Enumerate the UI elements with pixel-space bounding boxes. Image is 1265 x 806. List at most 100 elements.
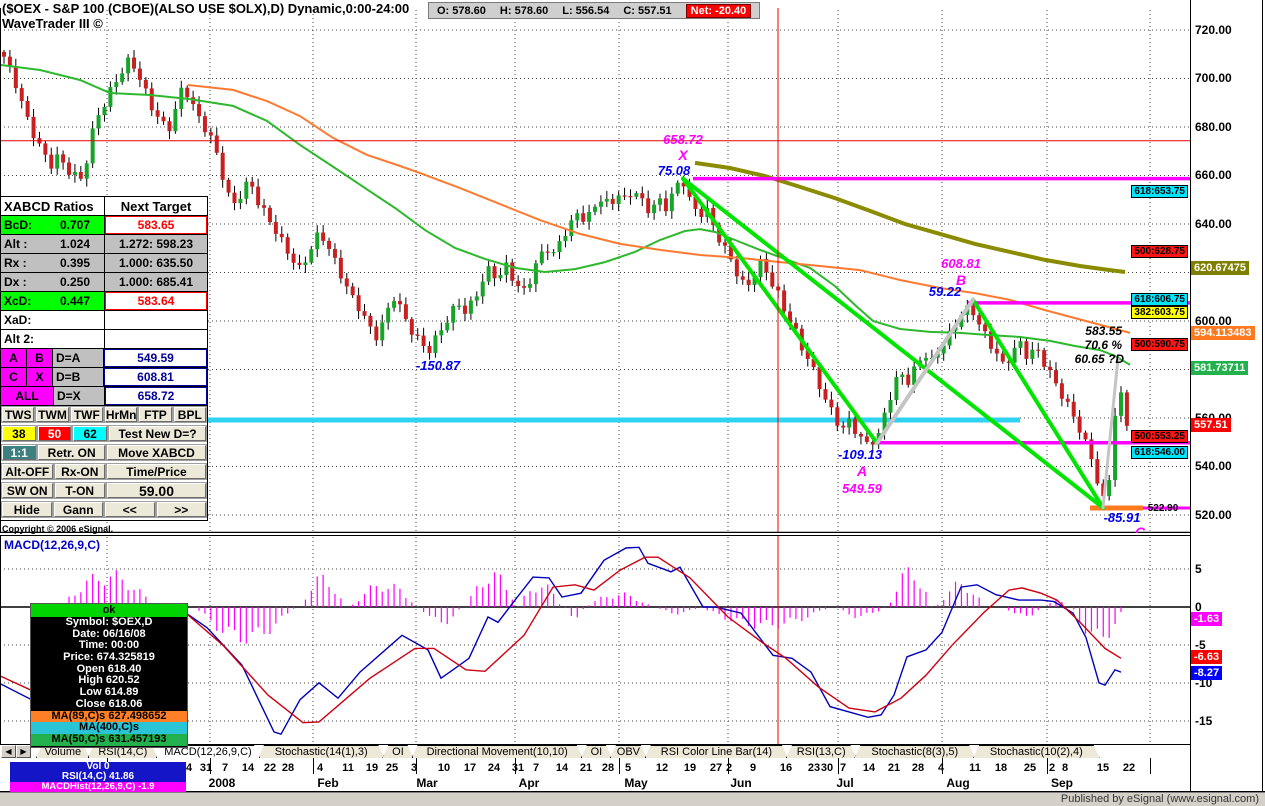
day-label: 17 — [463, 762, 477, 774]
ratio-value: 0.250 — [59, 275, 90, 289]
tooltip-row: Open 618.40 — [76, 662, 142, 675]
price-value-chip: 594.113483 — [1191, 326, 1255, 340]
xabcd-button-retr-on[interactable]: Retr. ON — [38, 445, 105, 460]
day-label: 5 — [624, 762, 632, 774]
day-label: 7 — [532, 762, 540, 774]
macd-value-chip: -6.63 — [1191, 650, 1223, 664]
tooltip-row: High 620.52 — [78, 674, 140, 687]
tab-stochastic-10-2-4-[interactable]: Stochastic(10(2),4) — [973, 745, 1099, 758]
ratio-value: 0.447 — [59, 294, 90, 308]
tab-oi[interactable]: OI — [581, 745, 612, 758]
xabcd-button-hrmn[interactable]: HrMn — [104, 407, 138, 422]
ratio-label-cell: Alt 2: — [1, 330, 105, 348]
xabcd-button--[interactable]: << — [105, 502, 155, 517]
tab-rsi-13-c-[interactable]: RSI(13,C) — [786, 745, 856, 758]
macd-tick-label: -15 — [1195, 714, 1213, 728]
month-boundary-tick — [210, 758, 211, 774]
macd-panel-chart — [0, 535, 1190, 745]
tab-directional-movement-10-10-[interactable]: Directional Movement(10,10) — [412, 745, 583, 758]
chart-annotation: A — [856, 463, 867, 479]
ratio-label-cell: XaD: — [1, 311, 105, 329]
xabcd-button-tws[interactable]: TWS — [2, 407, 35, 422]
tab-scroll-left[interactable]: ◀ — [1, 745, 16, 758]
xabcd-button-hide[interactable]: Hide — [2, 502, 52, 517]
xabcd-button--[interactable]: >> — [156, 502, 206, 517]
price-tick-label: 540.00 — [1195, 459, 1232, 473]
macd-histogram — [62, 567, 1122, 644]
month-boundary-tick — [728, 758, 729, 774]
day-label: 30 — [820, 762, 834, 774]
point-cell[interactable]: X — [27, 368, 53, 386]
price-tick-label: 520.00 — [1195, 508, 1232, 522]
tab-stochastic-8-3-5-[interactable]: Stochastic(8(3),5) — [854, 745, 975, 758]
xabcd-button-38[interactable]: 38 — [2, 426, 36, 441]
day-label: 16 — [779, 762, 793, 774]
xabcd-button-twf[interactable]: TWF — [70, 407, 103, 422]
fib-level-chip: 618:606.75 — [1131, 293, 1188, 306]
day-label: 14 — [555, 762, 569, 774]
price-value-chip: 620.67475 — [1191, 261, 1249, 275]
xabcd-button-t-on[interactable]: T-ON — [54, 483, 105, 498]
net-change-badge: Net: -20.40 — [685, 3, 752, 18]
xabcd-trend-line — [681, 176, 879, 446]
target-value-cell: 1.272: 598.23 — [105, 235, 207, 253]
month-boundary-tick — [313, 758, 314, 774]
ratio-label: Rx : — [4, 256, 27, 270]
fib-level-chip: 500:628.75 — [1131, 245, 1188, 258]
xabcd-header-right: Next Target — [105, 197, 207, 215]
xabcd-button-62[interactable]: 62 — [73, 426, 108, 441]
xabcd-button-twm[interactable]: TWM — [36, 407, 69, 422]
ratio-label: BcD: — [4, 218, 33, 232]
tab-rsi-color-line-bar-14-[interactable]: RSI Color Line Bar(14) — [645, 745, 788, 758]
macd-tick-label: 5 — [1195, 562, 1202, 576]
tab-macd-12-26-9-c-[interactable]: MACD(12,26,9,C) — [156, 745, 260, 758]
chart-annotation: -85.91 — [1104, 510, 1141, 525]
month-label: May — [624, 776, 648, 790]
chart-annotation: B — [956, 272, 966, 288]
macd-tick-label: 0 — [1195, 600, 1202, 614]
xabcd-button-50[interactable]: 50 — [37, 426, 72, 441]
xabcd-trend-line — [875, 297, 975, 446]
xabcd-button-59-00[interactable]: 59.00 — [107, 483, 206, 498]
day-label: 2 — [1048, 762, 1056, 774]
tab-scroll-right[interactable]: ▶ — [16, 745, 31, 758]
high-value: H: 578.60 — [499, 4, 549, 17]
point-cell[interactable]: C — [1, 368, 27, 386]
tab-stochastic-14-1-3-[interactable]: Stochastic(14(1),3) — [258, 745, 384, 758]
xabcd-button-rx-on[interactable]: Rx-ON — [54, 464, 105, 479]
point-cell[interactable]: ALL — [1, 387, 54, 405]
tab-oi[interactable]: OI — [382, 745, 413, 758]
fib-level-chip: 500:553.25 — [1131, 430, 1188, 443]
chart-annotation: -109.13 — [838, 447, 883, 462]
price-value-chip: 557.51 — [1191, 418, 1231, 432]
chart-annotation: 75.08 — [658, 163, 691, 178]
xabcd-button-move-xabcd[interactable]: Move XABCD — [107, 445, 206, 460]
month-label: Mar — [416, 776, 438, 790]
xabcd-button-gann[interactable]: Gann — [53, 502, 103, 517]
copyright-text: Copyright © 2006 eSignal. — [2, 524, 114, 534]
right-edge-border — [1262, 0, 1263, 792]
date-axis: 24 31 7 14 22 28 4 11 19 25 3 10 17 24 31 7 14 21 28 5 12 19 2… — [0, 758, 1265, 792]
fib-level-chip: 618:546.00 — [1131, 446, 1188, 459]
xabcd-button-test-new-d-[interactable]: Test New D=? — [109, 426, 207, 441]
day-label: 11 — [969, 762, 981, 774]
point-cell[interactable]: A — [1, 349, 27, 367]
xabcd-trend-line — [681, 176, 1105, 510]
day-label: 19 — [365, 762, 379, 774]
xabcd-button-alt-off[interactable]: Alt-OFF — [2, 464, 53, 479]
open-value: O: 578.60 — [437, 4, 486, 17]
day-label: 18 — [994, 762, 1008, 774]
xabcd-button-ftp[interactable]: FTP — [139, 407, 172, 422]
tab-obv[interactable]: OBV — [610, 745, 647, 758]
xabcd-button-time-price[interactable]: Time/Price — [107, 464, 206, 479]
data-tooltip: ok Symbol: $OEX,D Date: 06/16/08 Time: 00:0… — [30, 603, 188, 748]
xabcd-button-sw-on[interactable]: SW ON — [2, 483, 53, 498]
month-label: 2008 — [208, 776, 236, 790]
tooltip-ma-row: MA(89,C)s 627.498652 — [31, 710, 187, 723]
xabcd-button-1-1[interactable]: 1:1 — [2, 445, 37, 460]
day-label: 22 — [263, 762, 277, 774]
xabcd-button-bpl[interactable]: BPL — [173, 407, 206, 422]
ratio-label: Dx : — [4, 275, 27, 289]
point-cell[interactable]: B — [27, 349, 53, 367]
